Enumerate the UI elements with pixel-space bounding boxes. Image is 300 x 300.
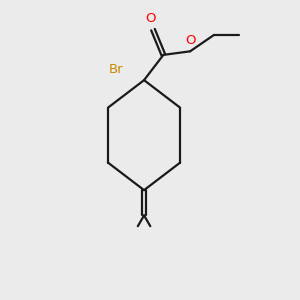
Text: Br: Br — [109, 63, 124, 76]
Text: O: O — [185, 34, 196, 46]
Text: O: O — [145, 12, 156, 25]
